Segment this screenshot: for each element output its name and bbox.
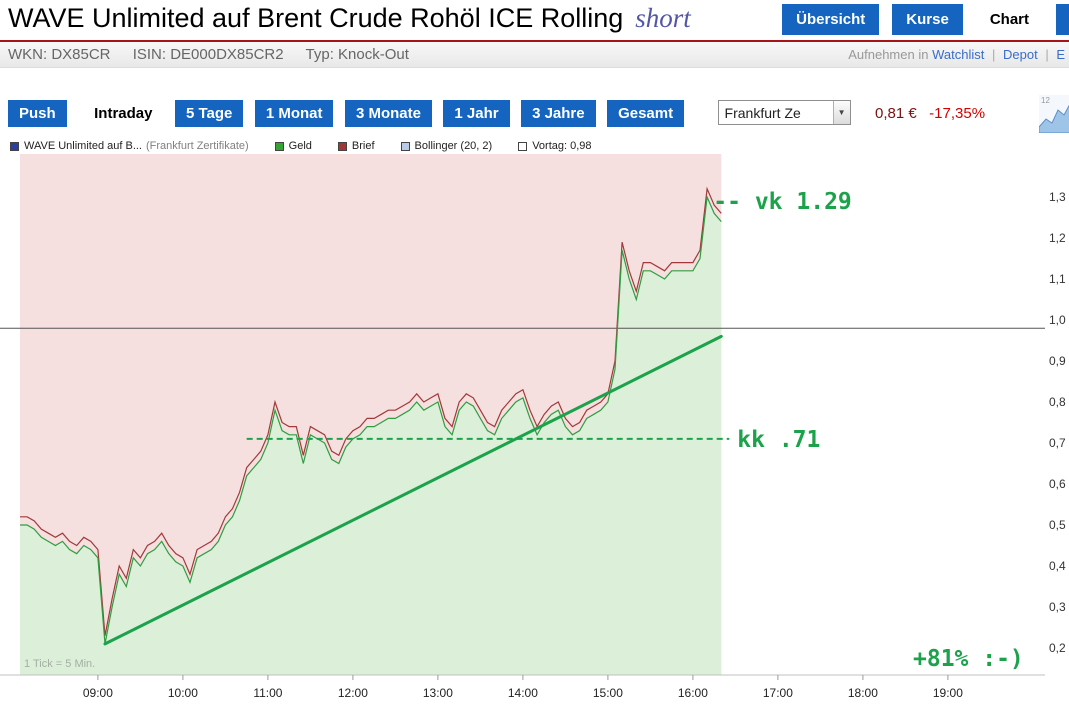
price-value: 0,81 € [875, 105, 917, 122]
y-tick-label: 0,6 [1049, 477, 1066, 491]
legend-label: Geld [288, 140, 312, 152]
brief-line [20, 186, 722, 636]
legend-swatch-vortag [518, 141, 528, 151]
direction-label: short [635, 3, 691, 33]
legend-swatch-geld [274, 141, 284, 151]
depot-link[interactable]: Depot [1002, 47, 1038, 62]
vk-annotation: -- vk 1.29 [713, 189, 851, 215]
gain-annotation: +81% :-) [913, 646, 1024, 672]
tab-3-monate[interactable]: 3 Monate [344, 100, 432, 127]
change-percent: -17,35% [929, 105, 986, 122]
y-tick-label: 1,0 [1049, 313, 1066, 327]
y-tick-label: 0,8 [1049, 395, 1066, 409]
legend-item-geld: Geld [274, 140, 312, 152]
header: WAVE Unlimited auf Brent Crude Rohöl ICE… [0, 0, 1069, 42]
exchange-selected-value: Frankfurt Ze [724, 104, 801, 121]
kk-annotation: kk .71 [737, 427, 820, 453]
x-tick-label: 09:00 [83, 686, 113, 700]
chart-toolbar: Push Intraday 5 Tage 1 Monat 3 Monate 1 … [0, 95, 1069, 133]
x-tick-label: 17:00 [763, 686, 793, 700]
price-chart[interactable]: kk .71 -- vk 1.29 +81% :-) 1 Tick = 5 Min. 0… [0, 154, 1069, 709]
tick-interval-note: 1 Tick = 5 Min. [24, 658, 95, 670]
y-tick-label: 1,3 [1049, 190, 1066, 204]
y-tick-label: 0,4 [1049, 559, 1066, 573]
legend-swatch-brief [337, 141, 347, 151]
instrument-infobar: WKN: DX85CR ISIN: DE000DX85CR2 Typ: Knoc… [0, 42, 1069, 68]
legend-swatch-bollinger [400, 141, 410, 151]
push-button[interactable]: Push [8, 100, 67, 127]
x-tick-label: 18:00 [848, 686, 878, 700]
mini-chart-graphic [1039, 95, 1069, 133]
legend-swatch-instrument [10, 141, 19, 151]
separator: | [1045, 47, 1049, 62]
legend-label: Vortag: 0,98 [532, 140, 592, 152]
typ-value: Typ: Knock-Out [305, 46, 409, 63]
separator: | [991, 47, 996, 62]
y-tick-label: 0,2 [1049, 641, 1066, 655]
y-tick-label: 0,5 [1049, 518, 1066, 532]
x-tick-label: 10:00 [168, 686, 198, 700]
chart-canvas[interactable]: kk .71 -- vk 1.29 +81% :-) 1 Tick = 5 Min. 0… [0, 154, 1069, 709]
email-link[interactable]: E [1056, 47, 1065, 62]
x-tick-label: 19:00 [933, 686, 963, 700]
legend-label: WAVE Unlimited auf B... [24, 140, 142, 152]
page-title: WAVE Unlimited auf Brent Crude Rohöl ICE… [8, 3, 691, 34]
tab-5-tage[interactable]: 5 Tage [174, 100, 244, 127]
watchlist-actions: Aufnehmen in Watchlist | Depot | E [848, 42, 1065, 67]
isin-value: ISIN: DE000DX85CR2 [132, 46, 284, 63]
tab-1-monat[interactable]: 1 Monat [254, 100, 334, 127]
thumbnail-label: 12 [1041, 96, 1050, 105]
mini-chart-thumbnail[interactable]: 12 [1039, 95, 1069, 133]
below-price-area [20, 197, 722, 675]
legend-item-vortag: Vortag: 0,98 [518, 140, 592, 152]
x-tick-label: 12:00 [338, 686, 368, 700]
nav-item-uebersicht[interactable]: Übersicht [782, 4, 880, 35]
x-tick-label: 16:00 [678, 686, 708, 700]
nav-item-partial[interactable] [1056, 4, 1069, 35]
legend-item-instrument: WAVE Unlimited auf B... (Frankfurt Zerti… [10, 140, 249, 152]
x-tick-label: 15:00 [593, 686, 623, 700]
x-tick-label: 14:00 [508, 686, 538, 700]
y-tick-label: 1,2 [1049, 231, 1066, 245]
geld-line [20, 194, 722, 645]
instrument-ids: WKN: DX85CR ISIN: DE000DX85CR2 Typ: Knoc… [8, 46, 427, 63]
y-tick-label: 0,3 [1049, 600, 1066, 614]
tab-1-jahr[interactable]: 1 Jahr [443, 100, 510, 127]
nav-item-chart[interactable]: Chart [975, 4, 1043, 35]
nav-item-kurse[interactable]: Kurse [892, 4, 963, 35]
wkn-value: WKN: DX85CR [8, 46, 111, 63]
main-nav: Übersicht Kurse Chart [782, 4, 1069, 35]
legend-item-brief: Brief [337, 140, 375, 152]
x-tick-label: 11:00 [253, 686, 282, 700]
legend-sublabel: (Frankfurt Zertifikate) [145, 140, 249, 152]
x-tick-label: 13:00 [423, 686, 453, 700]
exchange-select[interactable]: Frankfurt Ze ▼ [717, 100, 851, 125]
tab-gesamt[interactable]: Gesamt [607, 100, 685, 127]
instrument-name: WAVE Unlimited auf Brent Crude Rohöl ICE… [8, 3, 624, 33]
trend-line [103, 334, 723, 646]
chevron-down-icon: ▼ [832, 101, 850, 124]
chart-legend: WAVE Unlimited auf B... (Frankfurt Zerti… [0, 138, 1069, 154]
y-tick-label: 0,9 [1049, 354, 1066, 368]
y-tick-label: 1,1 [1049, 272, 1066, 286]
watchlist-link[interactable]: Watchlist [932, 47, 985, 62]
legend-item-bollinger: Bollinger (20, 2) [400, 140, 493, 152]
tab-3-jahre[interactable]: 3 Jahre [521, 100, 596, 127]
legend-label: Brief [351, 140, 375, 152]
watchlist-prefix: Aufnehmen in [848, 47, 929, 62]
y-tick-label: 0,7 [1049, 436, 1066, 450]
tab-intraday[interactable]: Intraday [83, 100, 164, 127]
legend-label: Bollinger (20, 2) [414, 140, 493, 152]
